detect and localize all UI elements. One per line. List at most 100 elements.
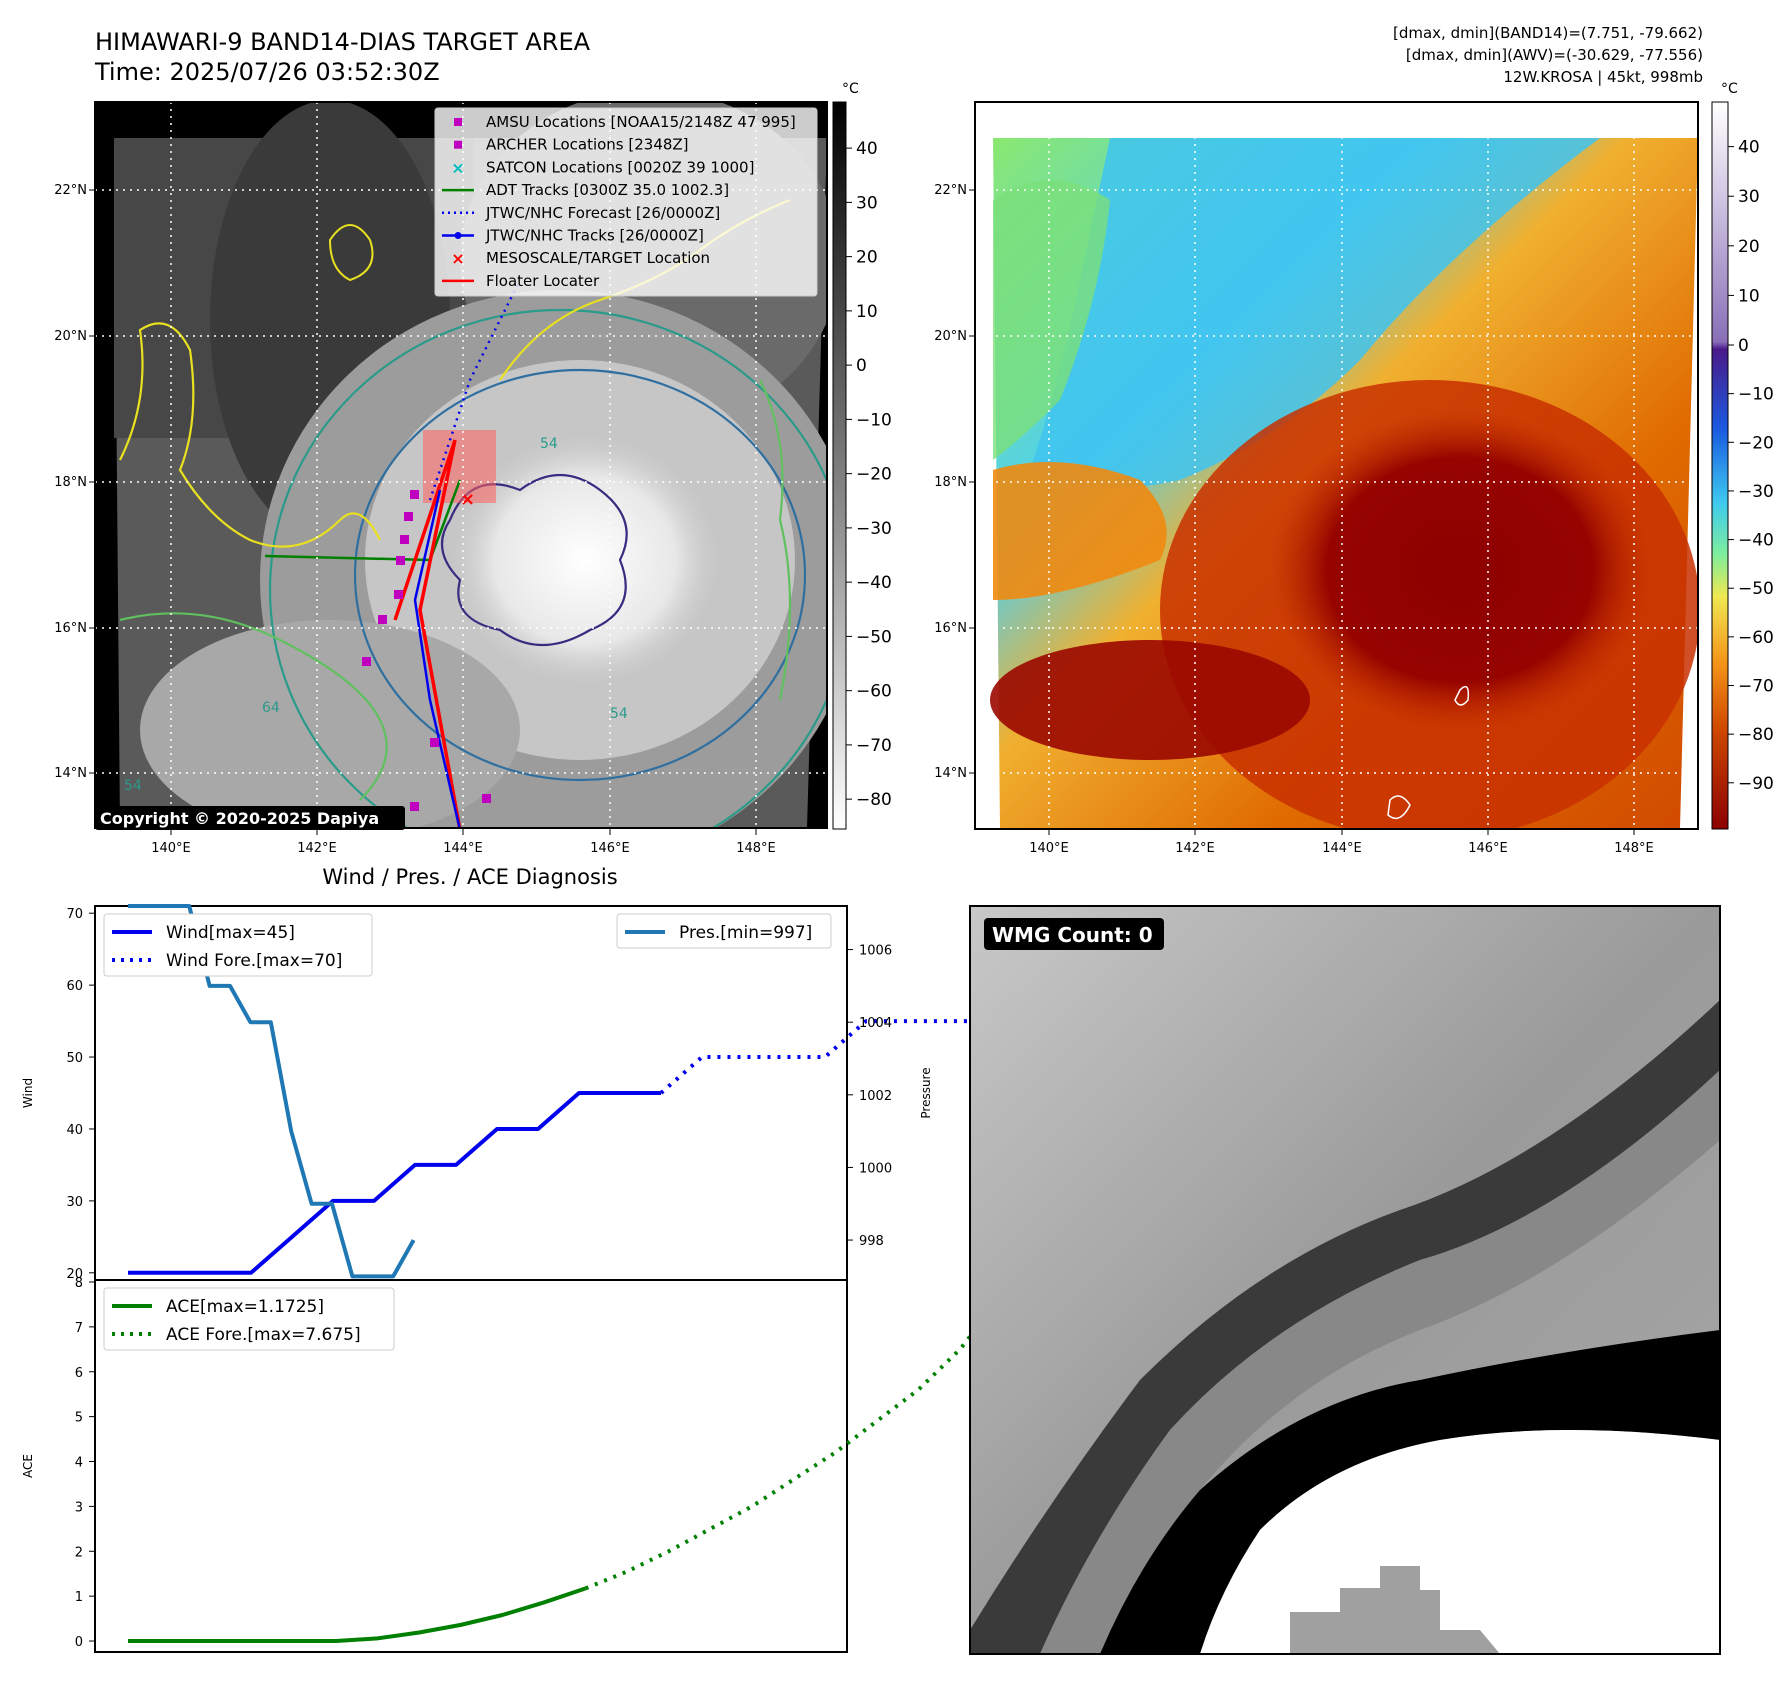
wmg-dark-band [970,1000,1720,1654]
wmg-mid-band [1040,1070,1720,1654]
ace-chart: 0 1 2 3 4 5 6 7 8 ACE ACE[max=1.1725] ACE Fore.[m… [21,1276,1004,1653]
wind-legend: Wind[max=45] Wind Fore.[max=70] [103,913,373,977]
stats-band14: [dmax, dmin](BAND14)=(7.751, -79.662) [1393,24,1703,42]
pressure-axis-tick-label: 1004 [859,1016,892,1031]
pressure-legend-label: Pres.[min=997] [679,923,812,943]
ace-fore-legend-label: ACE Fore.[max=7.675] [166,1325,361,1345]
wind-axis-tick-label: 70 [66,907,83,922]
awv-colorbar: °C 40 30 20 10 0 −10 −20 −30 −40 −50 −60 −70 −80 −90 [1711,81,1774,830]
wmg-panel: WMG Count: 0 [969,905,1721,1655]
awv-colorbar-tick-label: −30 [1738,482,1774,502]
legend-marker-square [454,140,462,149]
target-marker: × [460,489,475,510]
ir-colorbar-tick-label: −40 [856,573,892,593]
ace-axis-tick-label: 4 [75,1456,83,1471]
lat-tick-label: 22°N [934,183,967,198]
awv-warm-contour [1387,685,1470,820]
lon-tick-label: 140°E [1029,841,1069,856]
wind-legend-box [103,913,373,977]
wind-axis-tick-label: 30 [66,1195,83,1210]
ace-axis-tick-label: 6 [75,1366,83,1381]
awv-colorbar-tick-label: −60 [1738,628,1774,648]
legend-item-label: SATCON Locations [0020Z 39 1000] [486,158,754,176]
awv-colorbar-tick-label: 0 [1738,336,1749,356]
lon-tick-label: 142°E [1175,841,1215,856]
lon-tick-label: 148°E [736,841,776,856]
contour-mid [353,368,807,782]
ace-axis-tick-label: 7 [75,1321,83,1336]
storm-info: 12W.KROSA | 45kt, 998mb [1503,68,1703,86]
awv-colorbar-tick-label: −20 [1738,433,1774,453]
pressure-axis-tick-label: 1000 [859,1161,892,1176]
pressure-axis-series-0 [128,904,416,1279]
pressure-axis-tick-label: 1002 [859,1089,892,1104]
awv-dry-air [1030,138,1600,488]
jtwc-track [413,489,461,828]
legend-marker-x: × [451,158,464,177]
stats-awv: [dmax, dmin](AWV)=(-30.629, -77.556) [1406,46,1703,64]
lat-tick-label: 16°N [934,621,967,636]
wind-axis-series-0 [128,1091,661,1275]
ace-axis-label: ACE [21,1454,35,1478]
ir-colorbar-tick-label: −10 [856,410,892,430]
awv-colorbar-tick-label: −80 [1738,725,1774,745]
wmg-black-band [1100,1330,1720,1654]
contour-inner [440,473,628,646]
pressure-legend: Pres.[min=997] [616,913,832,949]
wmg-white-core [1200,1430,1720,1654]
contour-label-group: 54 54 64 54 [124,436,628,794]
legend-item-label: ADT Tracks [0300Z 35.0 1002.3] [486,181,729,199]
awv-colorbar-tick-label: −90 [1738,774,1774,794]
wind-axis-tick-label: 20 [66,1267,83,1282]
map-legend: AMSU Locations [NOAA15/2148Z 47 995] ARCH… [434,107,818,297]
lat-tick-label: 22°N [54,183,87,198]
legend-marker-square [454,118,462,126]
ir-colorbar-tick-label: 0 [856,356,867,376]
ace-axis-series-0 [128,1586,587,1644]
floater-track [393,439,462,828]
contour-outer [268,308,827,828]
wmg-count-bg [984,918,1164,950]
ir-colorbar-tick-label: 40 [856,139,878,159]
ace-legend: ACE[max=1.1725] ACE Fore.[max=7.675] [103,1287,395,1351]
legend-item-label: ARCHER Locations [2348Z] [486,136,689,154]
awv-moist-band [993,180,1110,460]
ace-legend-label: ACE[max=1.1725] [166,1297,324,1317]
ace-legend-box [103,1287,395,1351]
amsu-markers [362,490,491,811]
contour-label: 54 [540,436,558,452]
wmg-gray-patch [1290,1566,1500,1654]
pressure-legend-box [616,913,832,949]
ir-map-border [94,101,828,829]
legend-item-label: JTWC/NHC Forecast [26/0000Z] [485,204,720,222]
contour-yellow-west [119,322,381,548]
ir-colorbar-bar [832,101,847,830]
ir-axis-labels: 140°E 142°E 144°E 146°E 148°E 22°N 20°N 18°N 16°… [54,183,776,856]
awv-south-cold [990,640,1310,760]
legend-marker-dot [454,232,462,239]
legend-item-label: AMSU Locations [NOAA15/2148Z 47 995] [486,113,796,131]
ace-axis-tick-label: 1 [75,1590,83,1605]
ace-axis-tick-label: 3 [75,1500,83,1515]
awv-colorbar-unit: °C [1721,81,1738,97]
ir-storm-core [435,420,735,700]
ir-colorbar-tick-label: −50 [856,627,892,647]
lat-tick-label: 16°N [54,621,87,636]
lat-tick-label: 14°N [934,766,967,781]
wind-legend-label: Wind[max=45] [166,923,295,943]
wmg-panel-border [969,905,1721,1655]
jtwc-forecast-track [428,279,522,501]
awv-map-panel: 140°E 142°E 144°E 146°E 148°E 22°N 20°N 18°N 16°… [934,101,1699,856]
lat-tick-label: 14°N [54,766,87,781]
lon-tick-label: 144°E [1322,841,1362,856]
ir-colorbar-unit: °C [842,81,859,97]
awv-colorbar-tick-label: 40 [1738,138,1760,158]
ir-colorbar-tick-label: −30 [856,519,892,539]
awv-colorbar-tick-label: −70 [1738,677,1774,697]
wind-axis-tick-label: 60 [66,979,83,994]
legend-item-label: JTWC/NHC Tracks [26/0000Z] [485,227,704,245]
contour-yellow-north [328,224,374,282]
diagnosis-title: Wind / Pres. / ACE Diagnosis [322,865,617,889]
copyright-bg [95,806,405,830]
lon-tick-label: 142°E [297,841,337,856]
